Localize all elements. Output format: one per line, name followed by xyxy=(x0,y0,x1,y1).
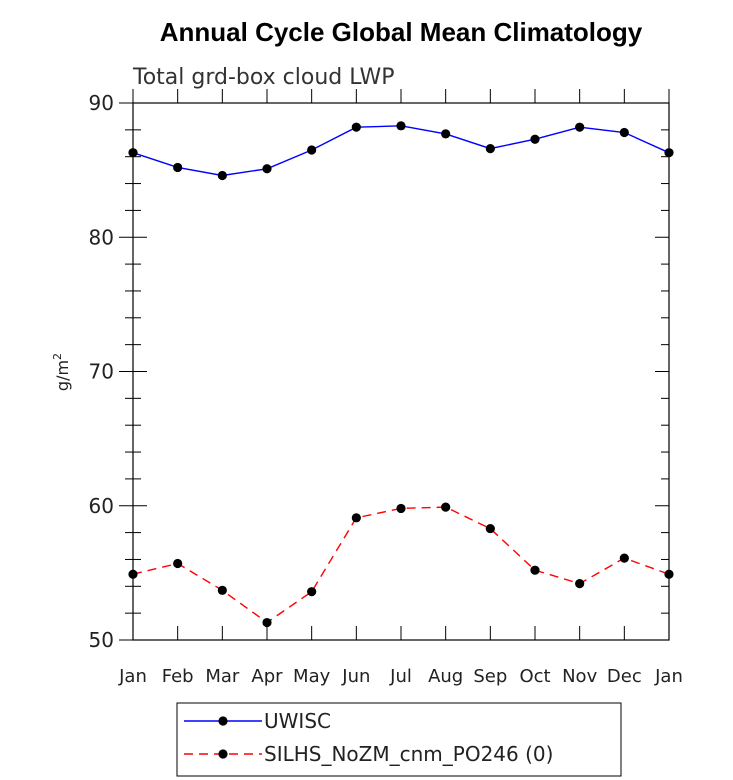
y-tick-labels: 50 60 70 80 90 xyxy=(89,91,114,652)
x-tick-label: Nov xyxy=(562,666,597,687)
data-point xyxy=(441,502,451,512)
x-tick-label: Oct xyxy=(519,666,550,687)
y-tick-label: 90 xyxy=(89,91,114,115)
data-point xyxy=(619,127,629,138)
data-point xyxy=(575,579,585,589)
data-point xyxy=(485,523,495,534)
svg-text:g/m2: g/m2 xyxy=(51,353,72,391)
y-tick-label: 50 xyxy=(89,628,114,652)
data-point xyxy=(530,565,540,575)
x-tick-label: Dec xyxy=(607,666,642,687)
data-point xyxy=(575,122,585,132)
chart-title: Annual Cycle Global Mean Climatology xyxy=(160,17,643,47)
x-tick-label: May xyxy=(293,666,331,687)
data-point xyxy=(173,558,183,569)
plot-frame xyxy=(132,102,670,641)
legend-marker xyxy=(218,716,228,726)
data-point xyxy=(441,129,451,139)
data-point xyxy=(173,162,183,173)
data-point xyxy=(307,145,317,155)
data-point xyxy=(217,170,227,181)
data-point xyxy=(485,144,495,154)
x-tick-label: Aug xyxy=(428,666,463,687)
y-tick-label: 70 xyxy=(89,360,114,384)
y-tick-label: 80 xyxy=(89,225,114,249)
data-point xyxy=(307,587,317,597)
data-point xyxy=(530,134,540,144)
x-tick-label: Jun xyxy=(341,666,370,687)
data-point xyxy=(351,513,361,523)
x-tick-label: Jan xyxy=(654,666,683,687)
ticks-layer xyxy=(119,89,670,641)
data-point xyxy=(619,553,629,563)
x-tick-label: Apr xyxy=(251,666,283,687)
y-axis-label: g/m xyxy=(53,360,72,391)
legend: UWISC SILHS_NoZM_cnm_PO246 (0) xyxy=(176,702,622,777)
legend-label: SILHS_NoZM_cnm_PO246 (0) xyxy=(264,742,553,766)
legend-box xyxy=(176,702,622,777)
legend-label: UWISC xyxy=(264,709,331,733)
data-point xyxy=(262,617,272,628)
series-lines xyxy=(132,125,670,624)
x-tick-label: Mar xyxy=(205,666,240,687)
series-line-1 xyxy=(132,125,670,177)
data-point xyxy=(396,121,406,131)
data-point xyxy=(396,503,406,514)
x-tick-label: Jul xyxy=(389,666,412,687)
chart-subtitle: Total grd-box cloud LWP xyxy=(132,65,395,90)
x-tick-label: Sep xyxy=(473,666,507,687)
y-axis-title: g/m2 xyxy=(51,353,72,391)
x-tick-labels: Jan Feb Mar Apr May Jun Jul Aug Sep Oct Nov Dec Jan xyxy=(118,666,683,687)
series-line-2 xyxy=(132,506,670,624)
series-points xyxy=(128,121,674,628)
data-point xyxy=(262,164,272,174)
y-tick-label: 60 xyxy=(89,494,114,518)
data-point xyxy=(351,122,361,132)
x-tick-label: Feb xyxy=(162,666,194,687)
legend-marker xyxy=(218,749,228,759)
x-tick-label: Jan xyxy=(118,666,147,687)
data-point xyxy=(217,585,227,595)
y-axis-label-superscript: 2 xyxy=(51,353,64,360)
